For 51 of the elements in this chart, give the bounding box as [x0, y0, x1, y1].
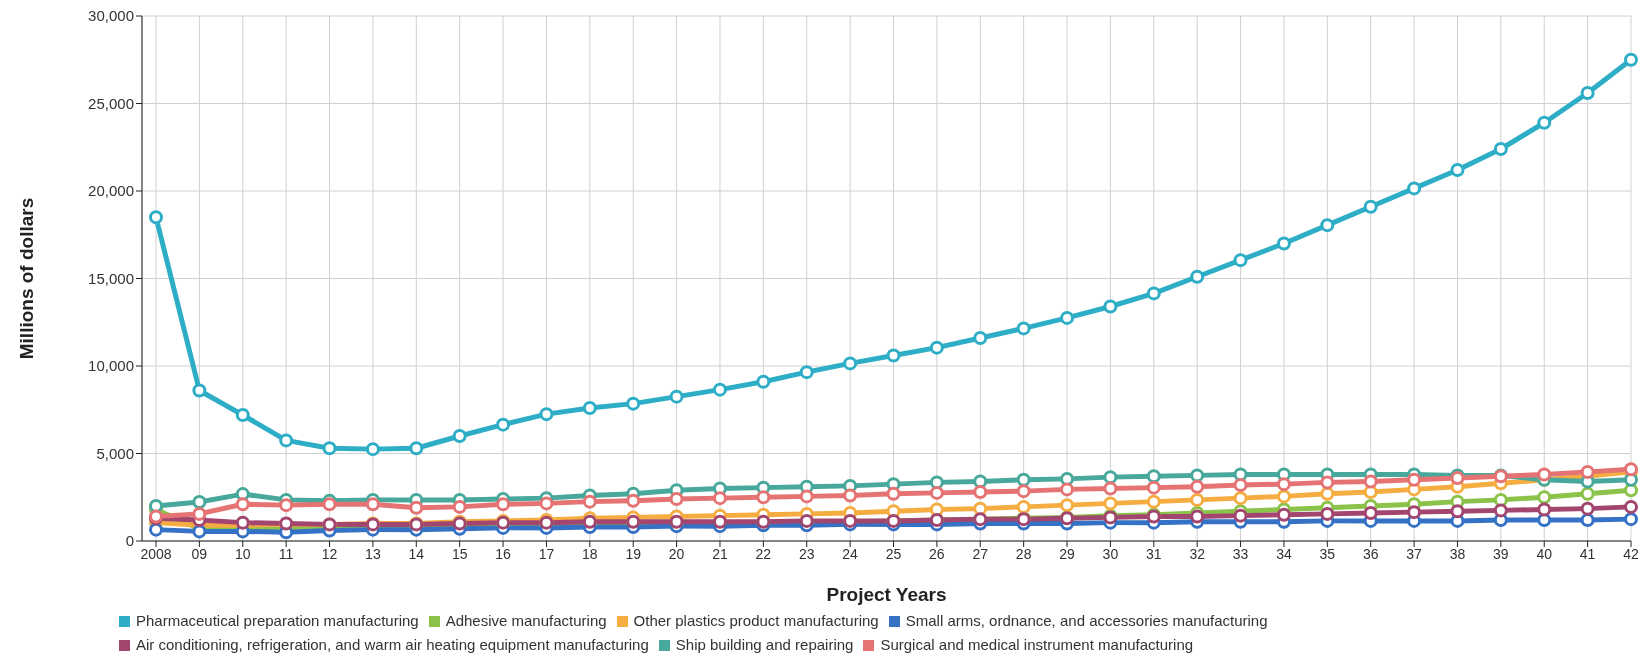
x-tick-label: 23: [798, 545, 815, 562]
x-tick-label: 27: [972, 545, 989, 562]
x-axis-title: Project Years: [826, 584, 947, 605]
y-axis-title: Millions of dollars: [15, 197, 37, 360]
y-tick-label: 10,000: [88, 357, 134, 375]
x-tick-label: 35: [1319, 545, 1336, 562]
x-tick-label: 09: [191, 545, 208, 562]
x-tick-label: 24: [842, 545, 859, 562]
x-tick-label: 25: [885, 545, 902, 562]
x-tick-label: 11: [278, 545, 294, 562]
x-tick-label: 19: [625, 545, 642, 562]
legend-label: Ship building and repairing: [675, 635, 854, 655]
x-tick-label: 22: [755, 545, 772, 562]
x-tick-label: 34: [1276, 545, 1292, 562]
x-tick-label: 31: [1146, 545, 1162, 562]
x-tick-label: 37: [1406, 545, 1423, 562]
x-tick-label: 30: [1102, 545, 1119, 562]
legend-label: Adhesive manufacturing: [445, 611, 607, 631]
y-tick-label: 20,000: [88, 182, 134, 200]
x-tick-label: 40: [1536, 545, 1553, 562]
legend-label: Air conditioning, refrigeration, and warm air heating equipment manufacturing: [136, 635, 649, 655]
y-tick-label: 15,000: [88, 269, 134, 287]
legend-label: Pharmaceutical preparation manufacturing: [136, 611, 419, 631]
x-tick-label: 12: [321, 545, 338, 562]
y-tick-label: 30,000: [88, 7, 134, 25]
y-tick-label: 0: [125, 532, 134, 550]
x-tick-label: 13: [365, 545, 381, 562]
x-tick-label: 21: [712, 545, 728, 562]
x-tick-label: 16: [495, 545, 512, 562]
x-tick-label: 2008: [140, 545, 172, 562]
legend-label: Other plastics product manufacturing: [633, 611, 879, 631]
x-tick-label: 41: [1579, 545, 1596, 562]
x-tick-label: 33: [1232, 545, 1249, 562]
x-tick-label: 18: [582, 545, 598, 562]
y-tick-label: 5,000: [96, 444, 134, 462]
x-tick-label: 15: [451, 545, 468, 562]
x-tick-label: 39: [1493, 545, 1509, 562]
x-tick-label: 10: [234, 545, 251, 562]
y-tick-label: 25,000: [88, 94, 134, 112]
legend-label: Small arms, ordnance, and accessories manufacturing: [905, 611, 1268, 631]
x-tick-label: 20: [668, 545, 685, 562]
x-tick-label: 28: [1015, 545, 1032, 562]
x-tick-label: 17: [538, 545, 555, 562]
legend-label: Surgical and medical instrument manufacturing: [880, 635, 1194, 655]
x-tick-label: 36: [1362, 545, 1379, 562]
x-tick-label: 26: [929, 545, 945, 562]
x-tick-label: 38: [1449, 545, 1466, 562]
x-tick-label: 14: [408, 545, 425, 562]
x-tick-label: 29: [1059, 545, 1076, 562]
x-tick-label: 42: [1623, 545, 1639, 562]
x-tick-label: 32: [1189, 545, 1206, 562]
